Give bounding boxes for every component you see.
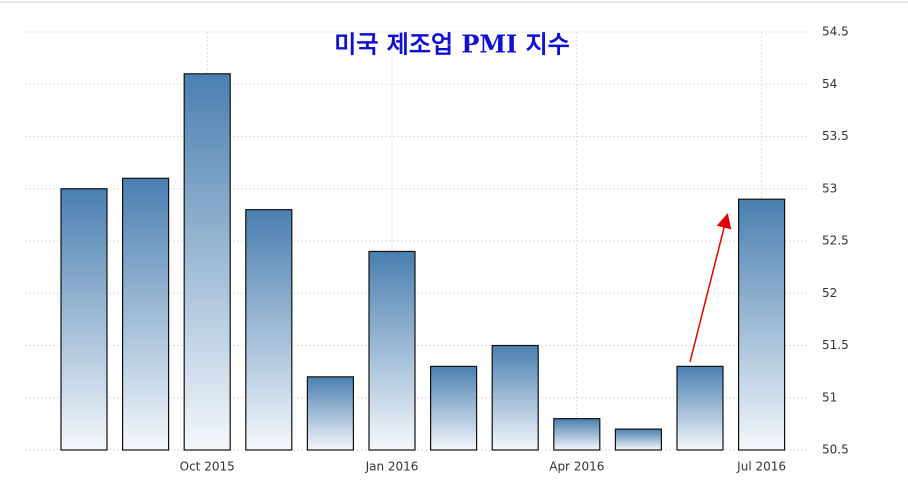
x-tick-label: Jan 2016 [365, 460, 419, 474]
bar [676, 365, 724, 451]
x-tick-label: Jul 2016 [736, 460, 786, 474]
y-tick-label: 54.5 [822, 25, 849, 39]
annotation-arrow [689, 213, 732, 363]
y-tick-label: 52.5 [822, 234, 849, 248]
y-tick-label: 51 [822, 390, 837, 404]
y-tick-label: 50.5 [822, 443, 849, 457]
x-tick-label: Apr 2016 [549, 460, 604, 474]
bar [183, 73, 231, 451]
chart-title: 미국 제조업 PMI 지수 [334, 30, 569, 59]
y-tick-label: 53.5 [822, 129, 849, 143]
y-tick-label: 52 [822, 286, 837, 300]
bar [553, 418, 601, 451]
bar [306, 376, 354, 451]
bar [368, 250, 416, 451]
bar [737, 198, 786, 451]
bar [245, 209, 293, 451]
bar [121, 177, 170, 451]
bar [491, 344, 539, 451]
y-tick-label: 53 [822, 181, 837, 195]
y-tick-label: 54 [822, 77, 837, 91]
bar [60, 188, 108, 451]
y-tick-label: 51.5 [822, 338, 849, 352]
bar [430, 365, 478, 451]
bar [614, 428, 663, 451]
x-tick-label: Oct 2015 [180, 460, 235, 474]
